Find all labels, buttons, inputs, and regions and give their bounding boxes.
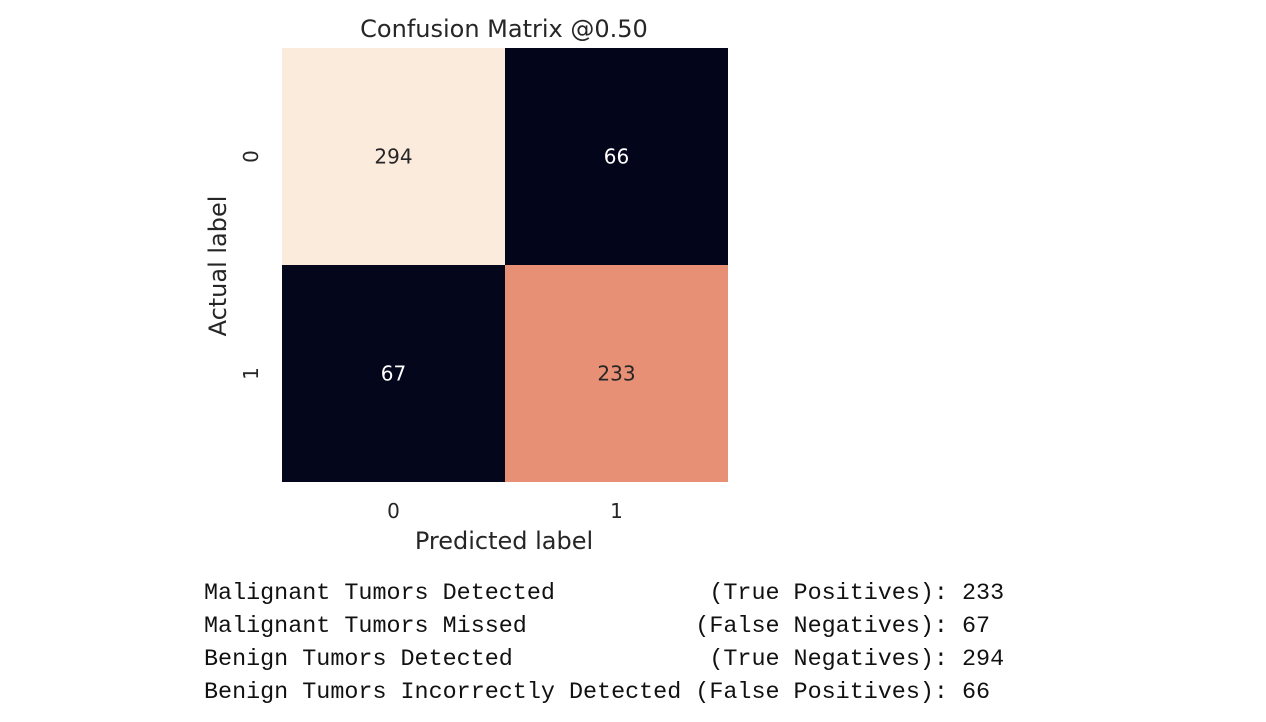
- y-tick-label: 1: [239, 367, 263, 380]
- y-tick-label: 0: [239, 150, 263, 163]
- heatmap-cells: 294 66 67 233: [282, 48, 728, 482]
- cell-value-label: 66: [604, 145, 629, 169]
- y-axis-label: Actual label: [204, 196, 232, 337]
- chart-title: Confusion Matrix @0.50: [360, 15, 648, 43]
- heatmap-cell-r0-c0: [282, 48, 505, 265]
- x-tick-label: 0: [387, 499, 400, 523]
- tumor-detection-summary: Malignant Tumors Detected (True Positive…: [204, 578, 1004, 710]
- cell-value-label: 233: [597, 362, 635, 386]
- stats-value: 66: [962, 680, 991, 706]
- stats-line: Malignant Tumors Missed (False Negatives…: [204, 611, 1004, 644]
- stats-label: Benign Tumors Detected: [204, 647, 696, 673]
- stats-kind: (True Positives):: [695, 581, 962, 607]
- heatmap-cell-r1-c0: [282, 265, 505, 482]
- y-tick-labels: 01: [239, 150, 263, 380]
- stats-line: Malignant Tumors Detected (True Positive…: [204, 578, 1004, 611]
- cell-value-label: 294: [374, 145, 412, 169]
- cell-value-label: 67: [381, 362, 406, 386]
- stats-value: 67: [962, 614, 991, 640]
- stats-line: Benign Tumors Detected (True Negatives):…: [204, 644, 1004, 677]
- stats-kind: (True Negatives):: [695, 647, 962, 673]
- stats-label: Malignant Tumors Missed: [204, 614, 696, 640]
- heatmap-cell-r1-c1: [505, 265, 728, 482]
- stats-value: 294: [962, 647, 1005, 673]
- stats-kind: (False Positives):: [695, 680, 962, 706]
- x-axis-label: Predicted label: [415, 527, 593, 555]
- heatmap-cell-r0-c1: [505, 48, 728, 265]
- stats-label: Malignant Tumors Detected: [204, 581, 696, 607]
- stats-kind: (False Negatives):: [695, 614, 962, 640]
- stats-line: Benign Tumors Incorrectly Detected (Fals…: [204, 677, 1004, 710]
- stats-value: 233: [962, 581, 1005, 607]
- stats-label: Benign Tumors Incorrectly Detected: [204, 680, 696, 706]
- x-tick-label: 1: [610, 499, 623, 523]
